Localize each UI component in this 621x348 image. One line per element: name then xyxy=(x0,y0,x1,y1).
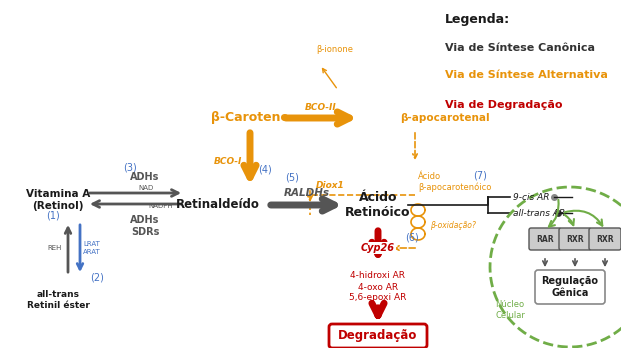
Text: NADPH: NADPH xyxy=(148,203,173,209)
Text: 4-oxo AR: 4-oxo AR xyxy=(358,283,398,292)
Text: (4): (4) xyxy=(258,165,272,175)
Text: β-oxidação?: β-oxidação? xyxy=(430,221,476,229)
Text: Ácido
Retinóico: Ácido Retinóico xyxy=(345,191,410,219)
FancyBboxPatch shape xyxy=(529,228,561,250)
Text: Núcleo
Celular: Núcleo Celular xyxy=(495,300,525,320)
Text: RALDHs: RALDHs xyxy=(284,188,330,198)
Text: Retinaldeído: Retinaldeído xyxy=(176,198,260,212)
Text: NAD: NAD xyxy=(138,185,153,191)
Text: RXR: RXR xyxy=(596,235,614,244)
Text: Vitamina A
(Retinol): Vitamina A (Retinol) xyxy=(26,189,90,211)
Text: (7): (7) xyxy=(473,170,487,180)
Text: REH: REH xyxy=(48,245,62,251)
Text: Diox1: Diox1 xyxy=(315,181,345,190)
Text: (1): (1) xyxy=(46,210,60,220)
Text: (2): (2) xyxy=(90,273,104,283)
Text: (6): (6) xyxy=(405,233,419,243)
Text: Cyp26: Cyp26 xyxy=(361,243,395,253)
FancyBboxPatch shape xyxy=(535,270,605,304)
Text: (3): (3) xyxy=(123,163,137,173)
Text: Degradação: Degradação xyxy=(338,330,418,342)
Text: Regulação
Gênica: Regulação Gênica xyxy=(542,276,599,298)
Text: 5,6-epoxi AR: 5,6-epoxi AR xyxy=(349,293,407,302)
Text: Legenda:: Legenda: xyxy=(445,14,510,26)
Text: ADHs
SDRs: ADHs SDRs xyxy=(130,215,160,237)
Text: β-Carotene: β-Carotene xyxy=(211,111,289,125)
Text: Via de Síntese Canônica: Via de Síntese Canônica xyxy=(445,43,595,53)
Text: ADHs: ADHs xyxy=(130,172,160,182)
FancyBboxPatch shape xyxy=(559,228,591,250)
Text: 9-cis AR: 9-cis AR xyxy=(513,192,550,201)
FancyBboxPatch shape xyxy=(329,324,427,348)
Text: Via de Degradação: Via de Degradação xyxy=(445,100,563,110)
Text: all-trans AR: all-trans AR xyxy=(513,208,565,218)
Text: LRAT
ARAT: LRAT ARAT xyxy=(83,242,101,254)
Text: BCO-I: BCO-I xyxy=(214,158,242,166)
Text: Ácido
β-apocarotenóico: Ácido β-apocarotenóico xyxy=(418,172,491,192)
Text: β-apocarotenal: β-apocarotenal xyxy=(400,113,489,123)
Text: RXR: RXR xyxy=(566,235,584,244)
Text: RAR: RAR xyxy=(536,235,554,244)
Text: β-ionone: β-ionone xyxy=(317,46,353,55)
Text: BCO-II: BCO-II xyxy=(305,103,337,112)
Text: 4-hidroxi AR: 4-hidroxi AR xyxy=(350,271,406,280)
FancyBboxPatch shape xyxy=(589,228,621,250)
Text: Via de Síntese Alternativa: Via de Síntese Alternativa xyxy=(445,70,608,80)
Text: all-trans
Retinil éster: all-trans Retinil éster xyxy=(27,290,89,310)
Text: (5): (5) xyxy=(285,173,299,183)
